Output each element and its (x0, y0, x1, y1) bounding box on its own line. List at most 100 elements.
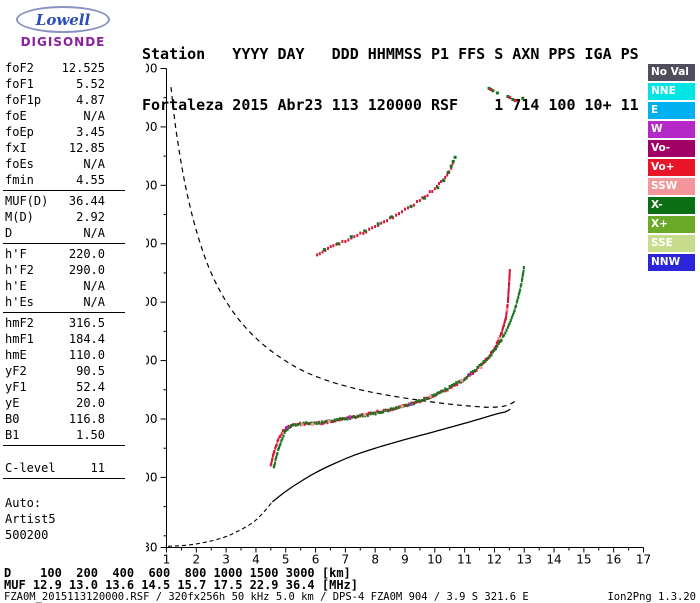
legend: No Val NNE E W Vo- Vo+ SSW X- X+ SSE NNW (648, 64, 695, 273)
param-value: 2.92 (76, 210, 105, 224)
panel-footer-line: Artist5 (5, 512, 56, 526)
x-tick-label: 6 (312, 553, 320, 567)
param-label: yF1 (5, 380, 27, 394)
x-tick-label: 3 (222, 553, 230, 567)
legend-item-nne: NNE (648, 83, 695, 100)
trace-f2-ordinary (269, 269, 511, 467)
legend-item-noval: No Val (648, 64, 695, 81)
profile-true-height (271, 408, 511, 503)
param-row-foep: foEp 3.45 (3, 124, 125, 140)
status-software-version: Ion2Png 1.3.20 (607, 591, 696, 603)
x-tick-label: 15 (576, 553, 591, 567)
legend-item-nnw: NNW (648, 254, 695, 271)
param-label: fxI (5, 141, 27, 155)
logo-digisonde-text: DIGISONDE (20, 35, 106, 49)
param-row-hmf1: hmF1 184.4 (3, 331, 125, 347)
panel-footer-line: Auto: (5, 496, 42, 510)
trace-f2-pink-ssw (300, 308, 509, 427)
param-label: h'F2 (5, 263, 34, 277)
param-row-foe: foE N/A (3, 108, 125, 124)
param-label: M(D) (5, 210, 34, 224)
param-value: 4.55 (76, 173, 105, 187)
param-value: 184.4 (68, 332, 105, 346)
param-group: foF2 12.525 foF1 5.52 foF1p 4.87 foE N/A foEp 3.4… (3, 60, 125, 188)
param-row-fmin: fmin 4.55 (3, 172, 125, 188)
param-row-clevel: C-level 11 (3, 460, 125, 476)
param-label: foF2 (5, 61, 34, 75)
param-value: 116.8 (68, 412, 105, 426)
param-row-fof1: foF1 5.52 (3, 76, 125, 92)
param-value: 290.0 (68, 263, 105, 277)
param-label: foF1p (5, 93, 42, 107)
legend-item-x-: X- (648, 197, 695, 214)
param-row-yf1: yF1 52.4 (3, 379, 125, 395)
param-row-he: h'E N/A (3, 278, 125, 294)
param-value: N/A (83, 226, 105, 240)
parameter-panel: foF2 12.525 foF1 5.52 foF1p 4.87 foE N/A foEp 3.4… (3, 60, 125, 543)
trace-top-echo-red (489, 88, 517, 103)
y-tick-label: 800 (146, 120, 158, 134)
param-row-mufd: MUF(D) 36.44 (3, 193, 125, 209)
param-value: 1.50 (76, 428, 105, 442)
param-value: 36.44 (68, 194, 105, 208)
transmission-curve-dashed (170, 87, 518, 408)
param-row-hes: h'Es N/A (3, 294, 125, 310)
legend-item-vo+: Vo+ (648, 159, 695, 176)
logo: Lowell DIGISONDE (8, 6, 118, 49)
trace-f2-west-magenta (285, 372, 473, 429)
legend-item-w: W (648, 121, 695, 138)
panel-separator (3, 190, 125, 191)
param-row-hme: hmE 110.0 (3, 347, 125, 363)
param-value: N/A (83, 295, 105, 309)
param-row-yf2: yF2 90.5 (3, 363, 125, 379)
x-tick-label: 7 (342, 553, 350, 567)
param-label: B0 (5, 412, 20, 426)
panel-separator (3, 478, 125, 479)
axes (166, 68, 644, 548)
axis-lines (166, 68, 644, 548)
param-row-d: D N/A (3, 225, 125, 241)
param-group: C-level 11 (3, 460, 125, 476)
param-label: hmF2 (5, 316, 34, 330)
x-tick-label: 17 (636, 553, 651, 567)
legend-item-x+: X+ (648, 216, 695, 233)
param-row-fof2: foF2 12.525 (3, 60, 125, 76)
panel-separator (3, 312, 125, 313)
param-value: 11 (90, 461, 105, 475)
x-tick-label: 11 (457, 553, 472, 567)
panel-footer: Auto: Artist5 500200 (3, 495, 125, 543)
param-row-md: M(D) 2.92 (3, 209, 125, 225)
param-label: C-level (5, 461, 56, 475)
param-value: N/A (83, 279, 105, 293)
trace-top-echo-green (487, 86, 525, 101)
status-file-info: FZA0M_2015113120000.RSF / 320fx256h 50 k… (4, 591, 529, 603)
legend-item-vo-: Vo- (648, 140, 695, 157)
y-tick-label: 200 (146, 470, 158, 484)
param-row-ye: yE 20.0 (3, 395, 125, 411)
param-row-foes: foEs N/A (3, 156, 125, 172)
y-tick-label: 500 (146, 295, 158, 309)
header-values: Fortaleza 2015 Abr23 113 120000 RSF 1 71… (142, 96, 639, 114)
param-label: foF1 (5, 77, 34, 91)
param-group: h'F 220.0 h'F2 290.0 h'E N/A h'Es N/A (3, 246, 125, 310)
param-label: fmin (5, 173, 34, 187)
profile-extrapolated-dashed (167, 501, 273, 547)
param-value: 20.0 (76, 396, 105, 410)
header-column-titles: Station YYYY DAY DDD HHMMSS P1 FFS S AXN… (142, 45, 639, 63)
param-value: 316.5 (68, 316, 105, 330)
param-label: foE (5, 109, 27, 123)
param-value: N/A (83, 157, 105, 171)
param-label: foEs (5, 157, 34, 171)
y-axis: 900 800 700 600 500 400 300 200 80 (146, 62, 167, 555)
logo-oval: Lowell (16, 6, 110, 33)
muf-values-row: MUF 12.9 13.0 13.6 14.5 15.7 17.5 22.9 3… (4, 578, 359, 592)
param-label: hmE (5, 348, 27, 362)
x-tick-label: 8 (371, 553, 379, 567)
param-label: h'E (5, 279, 27, 293)
param-value: 110.0 (68, 348, 105, 362)
x-axis: 1 2 3 4 5 6 7 8 9 10 11 12 13 14 15 16 17 (163, 547, 651, 567)
param-label: h'F (5, 247, 27, 261)
param-value: 3.45 (76, 125, 105, 139)
param-label: MUF(D) (5, 194, 49, 208)
x-tick-label: 4 (252, 553, 260, 567)
